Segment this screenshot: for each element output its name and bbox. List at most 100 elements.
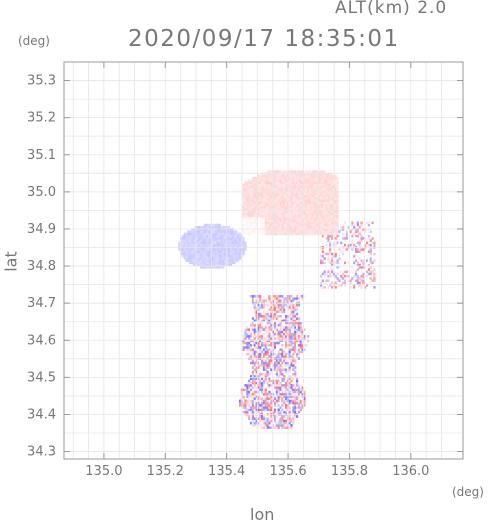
heatmap-cell bbox=[261, 210, 264, 213]
heatmap-cell bbox=[264, 310, 267, 314]
heatmap-cell bbox=[277, 315, 280, 318]
heatmap-cell bbox=[216, 254, 219, 258]
heatmap-cell bbox=[281, 170, 284, 173]
heatmap-cell bbox=[360, 230, 363, 233]
heatmap-cell bbox=[262, 328, 266, 331]
heatmap-cell bbox=[266, 326, 269, 329]
heatmap-cell bbox=[229, 250, 232, 254]
heatmap-cell bbox=[351, 248, 354, 251]
heatmap-cell bbox=[283, 424, 286, 427]
heatmap-cell bbox=[281, 177, 284, 180]
heatmap-cell bbox=[253, 375, 256, 378]
heatmap-cell bbox=[261, 343, 264, 347]
heatmap-cell bbox=[229, 248, 232, 251]
heatmap-cell bbox=[253, 399, 256, 403]
heatmap-cell bbox=[253, 221, 256, 225]
heatmap-cell bbox=[294, 201, 297, 205]
heatmap-cell bbox=[268, 426, 271, 429]
heatmap-cell bbox=[358, 263, 361, 267]
heatmap-cell bbox=[296, 395, 299, 398]
heatmap-cell bbox=[296, 197, 299, 200]
heatmap-cell bbox=[257, 319, 260, 323]
heatmap-cell bbox=[244, 214, 247, 218]
heatmap-cell bbox=[301, 185, 304, 189]
heatmap-cell bbox=[253, 417, 256, 420]
heatmap-cell bbox=[288, 335, 291, 338]
heatmap-cell bbox=[288, 183, 291, 187]
heatmap-cell bbox=[264, 214, 267, 218]
heatmap-cell bbox=[266, 197, 269, 200]
heatmap-cell bbox=[277, 386, 280, 389]
heatmap-cell bbox=[277, 172, 280, 176]
heatmap-cell bbox=[209, 225, 212, 229]
heatmap-cell bbox=[349, 279, 352, 282]
heatmap-cell bbox=[356, 261, 359, 265]
heatmap-cell bbox=[262, 348, 266, 351]
heatmap-cell bbox=[373, 241, 376, 245]
heatmap-cell bbox=[290, 332, 293, 336]
heatmap-cell bbox=[310, 183, 313, 187]
heatmap-cell bbox=[314, 170, 317, 173]
heatmap-cell bbox=[356, 268, 359, 271]
heatmap-cell bbox=[314, 221, 317, 225]
heatmap-cell bbox=[249, 223, 253, 227]
heatmap-cell bbox=[303, 225, 306, 229]
heatmap-cell bbox=[261, 426, 264, 429]
heatmap-cell bbox=[288, 306, 291, 309]
heatmap-cell bbox=[231, 261, 234, 265]
heatmap-cell bbox=[296, 330, 299, 334]
heatmap-cell bbox=[255, 415, 258, 418]
heatmap-cell bbox=[323, 181, 326, 184]
y-tick-label: 34.7 bbox=[27, 296, 56, 311]
heatmap-cell bbox=[259, 337, 262, 340]
heatmap-cell bbox=[200, 254, 203, 258]
heatmap-cell bbox=[307, 172, 310, 176]
heatmap-cell bbox=[288, 330, 291, 334]
heatmap-cell bbox=[307, 201, 310, 205]
heatmap-cell bbox=[343, 281, 347, 285]
heatmap-cell bbox=[211, 266, 214, 269]
heatmap-cell bbox=[275, 352, 278, 356]
heatmap-cell bbox=[222, 252, 225, 256]
heatmap-cell bbox=[253, 377, 256, 380]
heatmap-cell bbox=[296, 308, 299, 311]
heatmap-cell bbox=[277, 323, 280, 327]
heatmap-cell bbox=[262, 381, 266, 385]
heatmap-cell bbox=[257, 188, 260, 191]
heatmap-cell bbox=[202, 230, 205, 233]
heatmap-cell bbox=[266, 225, 269, 229]
heatmap-cell bbox=[272, 399, 275, 403]
heatmap-cell bbox=[257, 366, 260, 369]
heatmap-cell bbox=[290, 179, 293, 182]
heatmap-cell bbox=[262, 174, 266, 178]
heatmap-cell bbox=[185, 243, 188, 247]
heatmap-cell bbox=[270, 323, 273, 327]
heatmap-cell bbox=[198, 259, 201, 262]
heatmap-cell bbox=[244, 210, 247, 213]
heatmap-cell bbox=[257, 223, 260, 227]
heatmap-cell bbox=[299, 174, 302, 178]
heatmap-cell bbox=[255, 410, 258, 414]
heatmap-cell bbox=[259, 375, 262, 378]
heatmap-cell bbox=[200, 225, 203, 229]
heatmap-cell bbox=[207, 241, 210, 245]
heatmap-cell bbox=[312, 205, 315, 209]
heatmap-cell bbox=[227, 239, 231, 242]
heatmap-cell bbox=[191, 228, 194, 231]
heatmap-cell bbox=[185, 248, 188, 251]
heatmap-cell bbox=[369, 281, 372, 285]
heatmap-cell bbox=[255, 368, 258, 371]
heatmap-cell bbox=[264, 388, 267, 392]
heatmap-cell bbox=[277, 399, 280, 403]
heatmap-cell bbox=[325, 201, 328, 205]
heatmap-cell bbox=[283, 397, 286, 400]
heatmap-cell bbox=[272, 348, 275, 351]
heatmap-cell bbox=[268, 343, 271, 347]
heatmap-cell bbox=[261, 208, 264, 211]
heatmap-cell bbox=[294, 399, 297, 403]
heatmap-cell bbox=[308, 228, 312, 231]
heatmap-cell bbox=[314, 217, 317, 220]
heatmap-cell bbox=[294, 185, 297, 189]
heatmap-cell bbox=[273, 346, 277, 349]
heatmap-cell bbox=[277, 214, 280, 218]
